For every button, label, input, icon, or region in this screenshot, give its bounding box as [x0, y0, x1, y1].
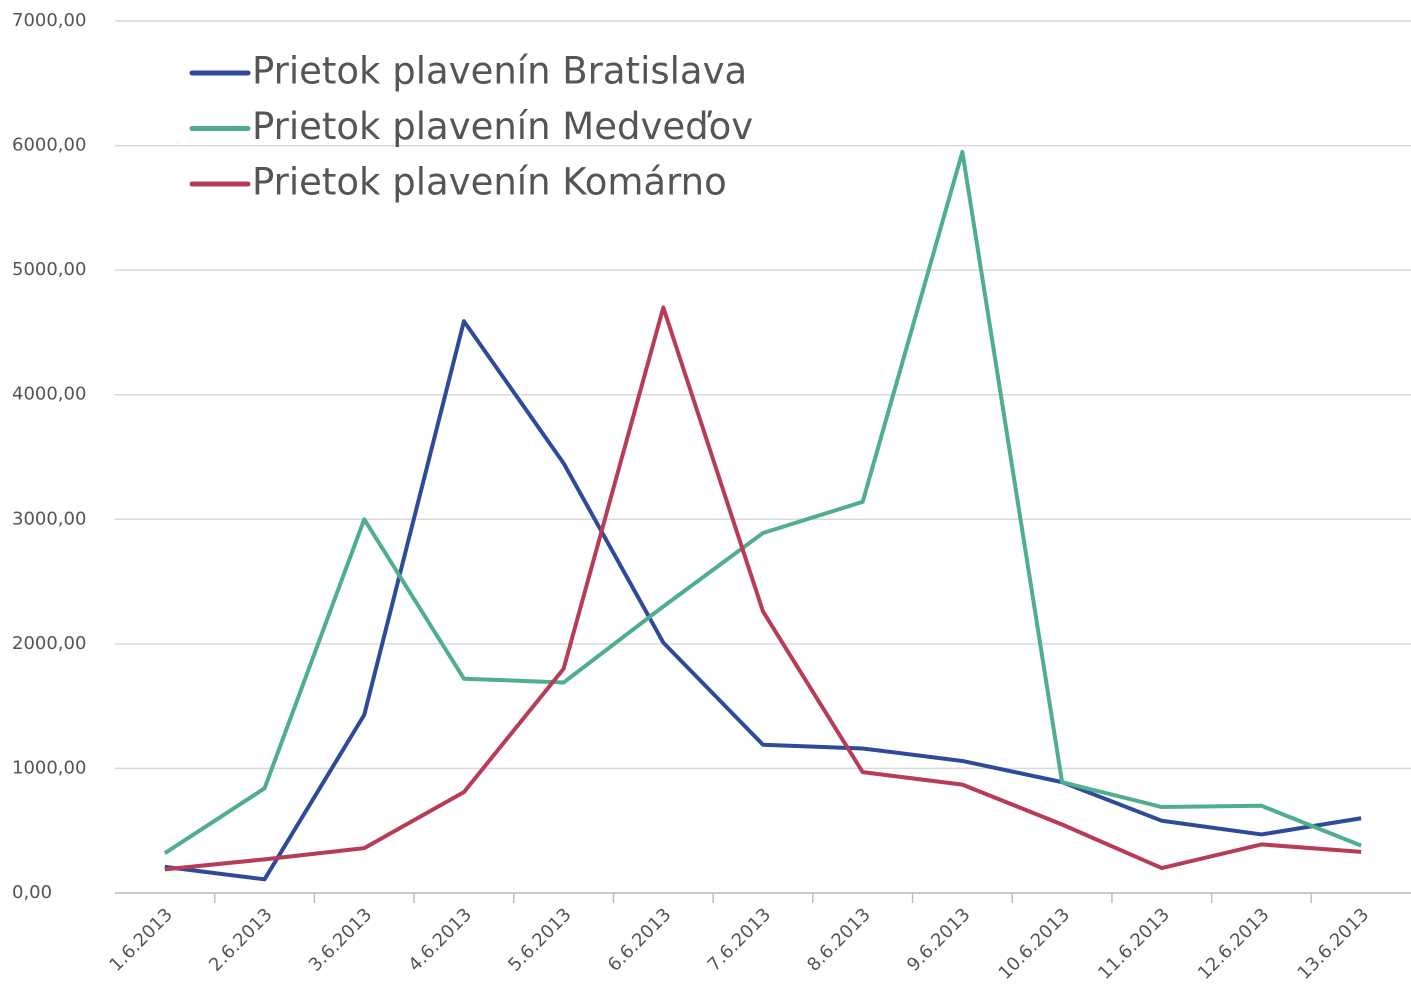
y-tick-label: 2000,00	[12, 633, 86, 654]
x-tick-label: 9.6.2013	[903, 904, 975, 976]
x-tick-label: 2.6.2013	[205, 904, 277, 976]
y-tick-label: 3000,00	[12, 508, 86, 529]
x-tick-label: 7.6.2013	[704, 904, 776, 976]
x-tick-label: 1.6.2013	[105, 904, 177, 976]
x-tick-label: 6.6.2013	[604, 904, 676, 976]
x-tick-label: 3.6.2013	[305, 904, 377, 976]
series-line	[163, 149, 1362, 855]
series-line	[164, 319, 1362, 882]
x-tick-label: 13.6.2013	[1294, 904, 1374, 984]
x-tick-label: 5.6.2013	[504, 904, 576, 976]
y-tick-label: 7000,00	[12, 10, 86, 31]
legend-label: Prietok plavenín Medveďov	[252, 105, 753, 148]
y-tick-label: 6000,00	[12, 135, 86, 156]
x-tick-label: 8.6.2013	[803, 904, 875, 976]
y-tick-label: 1000,00	[12, 757, 86, 778]
x-tick-label: 12.6.2013	[1194, 904, 1274, 984]
y-tick-label: 5000,00	[12, 259, 86, 280]
legend-label: Prietok plavenín Bratislava	[252, 50, 747, 93]
legend-label: Prietok plavenín Komárno	[252, 161, 727, 204]
x-tick-label: 11.6.2013	[1094, 904, 1174, 984]
y-tick-label: 4000,00	[12, 384, 86, 405]
y-tick-label: 0,00	[12, 882, 52, 903]
series-line	[164, 305, 1362, 872]
x-tick-label: 4.6.2013	[404, 904, 476, 976]
x-tick-label: 10.6.2013	[995, 904, 1075, 984]
